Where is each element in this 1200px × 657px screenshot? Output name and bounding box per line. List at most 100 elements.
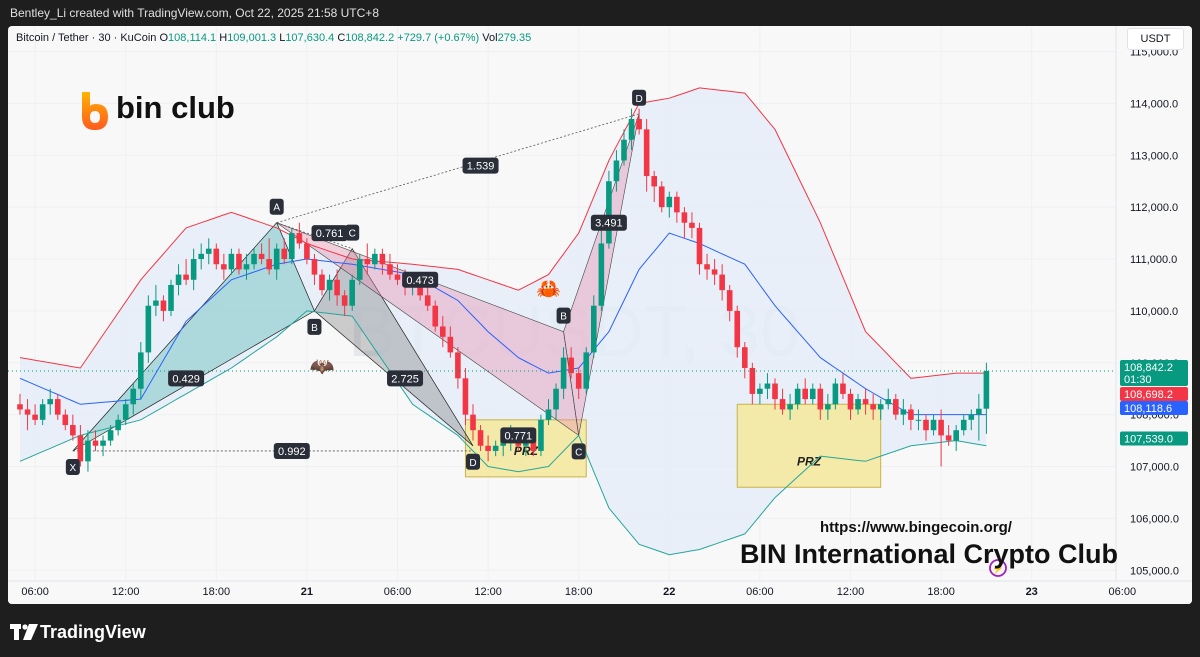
ratio-label-bg <box>462 157 499 174</box>
ratio-label-bg <box>500 427 537 444</box>
candle-body <box>100 440 106 446</box>
candle-body <box>719 274 725 291</box>
candle-body <box>923 419 929 431</box>
candle-body <box>711 269 718 275</box>
candle-body <box>145 305 152 353</box>
candle-body <box>462 378 469 415</box>
crab-point-c: C <box>575 447 582 458</box>
ratio-label-bg <box>273 442 310 459</box>
candle-body <box>825 404 831 410</box>
candle-body <box>228 253 235 270</box>
candle-body <box>787 404 793 410</box>
candle-body <box>356 259 363 280</box>
candle-body <box>387 264 393 275</box>
volume-label: Vol <box>482 32 498 44</box>
x-tick-label: 06:00 <box>21 586 49 598</box>
candle-body <box>840 383 846 394</box>
ratio-label: 0.473 <box>406 275 434 287</box>
chart-panel[interactable]: BTCUSDT, 30PRZPRZXABCDBCD0.4290.7610.473… <box>8 26 1192 604</box>
candle-body <box>304 243 310 260</box>
candle-body <box>319 274 325 291</box>
attribution-bar: Bentley_Li created with TradingView.com,… <box>0 0 1200 26</box>
candle-body <box>983 370 990 409</box>
price-tag-bg <box>1120 386 1188 401</box>
candle-body <box>583 352 590 389</box>
candle-body <box>455 352 461 379</box>
currency-button[interactable]: USDT <box>1127 28 1184 50</box>
brand-url[interactable]: https://www.bingecoin.org/ <box>820 519 1012 536</box>
ratio-label: 0.992 <box>278 446 306 458</box>
bat-point-a: A <box>273 203 280 214</box>
low-label: L <box>279 32 286 44</box>
price-tag: 108,698.2 <box>1124 389 1173 401</box>
candle-body <box>379 253 386 265</box>
candle-body <box>538 419 544 451</box>
candle-body <box>847 393 854 410</box>
chart-canvas[interactable]: BTCUSDT, 30PRZPRZXABCDBCD0.4290.7610.473… <box>8 26 1192 604</box>
ratio-label-bg <box>311 225 348 242</box>
candle-body <box>636 118 642 130</box>
candle-body <box>870 404 876 410</box>
y-tick-label: 113,000.0 <box>1130 150 1178 162</box>
candle-body <box>862 399 869 405</box>
candle-body <box>749 367 756 394</box>
candle-body <box>39 404 46 420</box>
candle-body <box>70 425 76 436</box>
candle-body <box>440 326 446 337</box>
x-tick-label: 21 <box>301 586 313 598</box>
candle-body <box>424 295 431 306</box>
candle-body <box>658 186 665 208</box>
prz-box <box>736 403 882 488</box>
candle-body <box>477 430 484 446</box>
candle-body <box>258 253 265 260</box>
candle-body <box>953 430 959 441</box>
bat-point-a-bg <box>269 198 284 215</box>
candle-body <box>855 399 861 410</box>
candle-body <box>885 399 892 405</box>
candle-body <box>976 408 982 415</box>
candle-body <box>281 248 288 260</box>
symbol-legend: Bitcoin / Tether · 30 · KuCoin O108,114.… <box>16 32 531 44</box>
candle-body <box>772 383 778 400</box>
candle-body <box>689 222 695 228</box>
candle-body <box>183 274 189 280</box>
candle-body <box>273 248 280 270</box>
y-tick-label: 110,000.0 <box>1130 306 1178 318</box>
candle-body <box>47 399 53 405</box>
candle-body <box>908 409 914 420</box>
candle-body <box>674 196 680 213</box>
price-tag-bg <box>1120 400 1188 415</box>
candle-body <box>77 435 84 462</box>
ratio-label-bg <box>590 214 627 231</box>
change-value: +729.7 (+0.67%) <box>397 32 480 44</box>
x-tick-label: 22 <box>663 586 675 598</box>
x-tick-label: 18:00 <box>203 586 231 598</box>
x-tick-label: 06:00 <box>1109 586 1137 598</box>
candle-body <box>968 414 975 420</box>
candle-body <box>613 160 620 182</box>
candle-body <box>757 388 763 394</box>
crab-point-d-bg <box>632 89 647 106</box>
open-label: O <box>159 32 169 44</box>
x-tick-label: 18:00 <box>927 586 955 598</box>
candle-body <box>930 419 937 431</box>
candle-body <box>628 118 635 140</box>
price-tag-bg <box>1120 359 1188 386</box>
bat-point-x: X <box>70 463 77 474</box>
ratio-label: 0.761 <box>316 228 344 240</box>
candle-body <box>160 300 167 311</box>
candle-body <box>915 419 922 421</box>
candle-body <box>779 399 786 410</box>
crab-point-c-bg <box>571 443 586 460</box>
x-tick-label: 12:00 <box>112 586 140 598</box>
candle-body <box>560 357 567 389</box>
candle-body <box>447 336 454 353</box>
price-tag-countdown: 01:30 <box>1124 374 1152 386</box>
low-value: 107,630.4 <box>285 32 335 44</box>
candle-body <box>485 445 491 451</box>
prz-label: PRZ <box>797 454 822 468</box>
club-title: BIN International Crypto Club <box>740 539 1118 569</box>
candle-body <box>175 274 182 285</box>
candle-body <box>243 264 250 270</box>
symbol-name[interactable]: Bitcoin / Tether · 30 · KuCoin <box>16 32 157 44</box>
